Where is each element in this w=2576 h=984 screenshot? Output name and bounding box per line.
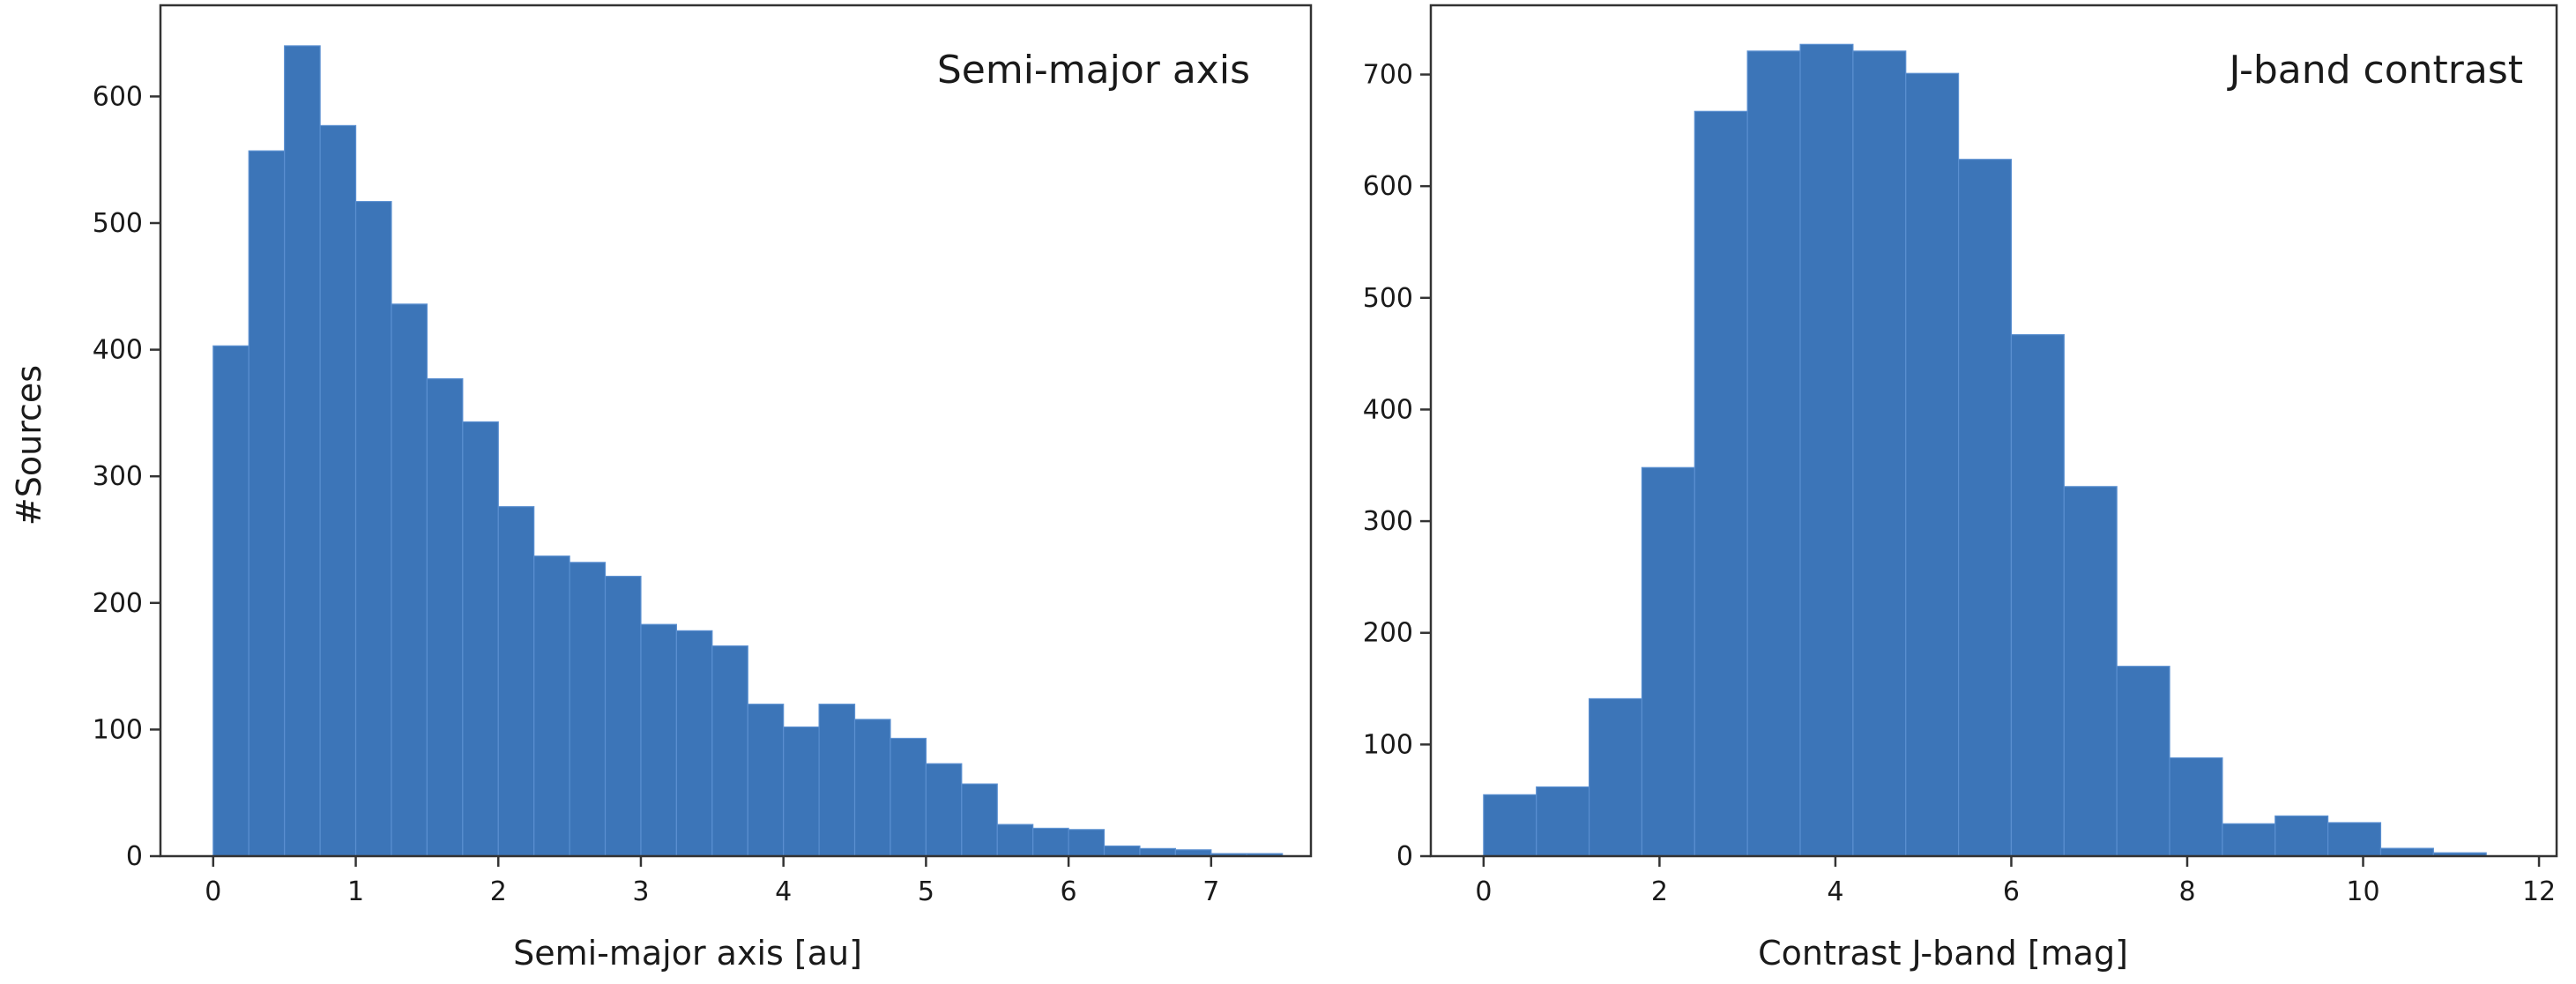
j-band-contrast-panel: J-band contrast Contrast J-band [mag] 0 2… (1363, 4, 2558, 973)
semi-major-axis-plot-frame (159, 4, 1313, 858)
semi-major-axis-y-tick-label: 300 (93, 461, 143, 492)
j-band-contrast-bar (2327, 822, 2382, 857)
semi-major-axis-bar (853, 719, 891, 857)
semi-major-axis-bar (212, 345, 249, 857)
j-band-contrast-bar (1799, 43, 1854, 857)
semi-major-axis-bar (1068, 829, 1106, 857)
j-band-contrast-bar (2116, 666, 2170, 857)
j-band-contrast-bar (1641, 466, 1695, 857)
semi-major-axis-bar (818, 704, 856, 857)
semi-major-axis-bar (1103, 845, 1141, 857)
semi-major-axis-x-tick-label: 3 (632, 876, 649, 907)
j-band-contrast-bar (2274, 815, 2329, 857)
semi-major-axis-bar (354, 200, 392, 857)
semi-major-axis-bar (426, 378, 464, 857)
semi-major-axis-bar (497, 506, 535, 857)
semi-major-axis-bar (319, 124, 357, 857)
semi-major-axis-bar (890, 737, 927, 857)
j-band-contrast-y-tick-label: 100 (1363, 729, 1413, 760)
j-band-contrast-bar (1852, 50, 1907, 857)
semi-major-axis-bar (1032, 827, 1069, 857)
j-band-contrast-bar (1957, 159, 2013, 857)
semi-major-axis-x-tick-label: 0 (205, 876, 221, 907)
semi-major-axis-bar (747, 704, 785, 857)
j-band-contrast-bar (1905, 72, 1960, 857)
j-band-contrast-bar (1588, 697, 1643, 857)
j-band-contrast-bar (1746, 50, 1801, 857)
semi-major-axis-bar (711, 645, 748, 857)
j-band-contrast-x-tick-label: 12 (2522, 876, 2556, 907)
semi-major-axis-bar (996, 824, 1034, 857)
j-band-contrast-y-tick-label: 0 (1396, 841, 1413, 872)
semi-major-axis-bar (391, 303, 428, 857)
semi-major-axis-y-tick-label: 100 (93, 714, 143, 745)
j-band-contrast-x-label: Contrast J-band [mag] (1758, 934, 2128, 973)
semi-major-axis-bar (284, 45, 321, 857)
semi-major-axis-y-tick-label: 600 (93, 81, 143, 112)
j-band-contrast-y-tick-label: 400 (1363, 394, 1413, 425)
j-band-contrast-y-tick-label: 300 (1363, 506, 1413, 537)
j-band-contrast-x-tick-label: 0 (1475, 876, 1492, 907)
semi-major-axis-bar (961, 783, 998, 857)
j-band-contrast-y-tick-label: 200 (1363, 618, 1413, 649)
semi-major-axis-y-tick-label: 500 (93, 208, 143, 239)
j-band-contrast-title: J-band contrast (2227, 48, 2523, 93)
j-band-contrast-x-tick-label: 4 (1827, 876, 1843, 907)
semi-major-axis-bar (1139, 847, 1176, 857)
semi-major-axis-x-tick-label: 7 (1202, 876, 1219, 907)
j-band-contrast-bar (2222, 823, 2276, 857)
semi-major-axis-title: Semi-major axis (937, 48, 1250, 93)
semi-major-axis-x-tick-label: 1 (347, 876, 364, 907)
j-band-contrast-bar (1483, 794, 1537, 857)
j-band-contrast-x-tick-label: 2 (1651, 876, 1668, 907)
j-band-contrast-y-tick-label: 600 (1363, 171, 1413, 202)
j-band-contrast-bar (2379, 847, 2434, 857)
semi-major-axis-bar (783, 726, 820, 857)
semi-major-axis-bar (640, 623, 677, 857)
semi-major-axis-bar (604, 576, 642, 857)
j-band-contrast-x-tick-label: 6 (2003, 876, 2020, 907)
semi-major-axis-x-tick-label: 5 (918, 876, 934, 907)
semi-major-axis-bar (569, 562, 607, 857)
semi-major-axis-bars (212, 45, 1284, 857)
semi-major-axis-x-tick-label: 2 (490, 876, 507, 907)
semi-major-axis-bar (248, 150, 286, 857)
semi-major-axis-bar (462, 421, 499, 857)
j-band-contrast-bar (2010, 333, 2065, 857)
j-band-contrast-x-tick-label: 10 (2346, 876, 2379, 907)
semi-major-axis-x-label: Semi-major axis [au] (513, 934, 862, 973)
semi-major-axis-y-tick-label: 200 (93, 588, 143, 619)
semi-major-axis-x-tick-label: 4 (775, 876, 792, 907)
j-band-contrast-y-tick-label: 500 (1363, 283, 1413, 314)
semi-major-axis-x-tick-label: 6 (1061, 876, 1077, 907)
j-band-contrast-y-tick-label: 700 (1363, 60, 1413, 91)
j-band-contrast-bar (1536, 786, 1590, 857)
semi-major-axis-y-tick-label: 0 (126, 841, 143, 872)
j-band-contrast-x-tick-label: 8 (2178, 876, 2195, 907)
j-band-contrast-bar (1694, 110, 1748, 857)
semi-major-axis-bar (533, 555, 570, 857)
shared-y-axis-label: #Sources (10, 365, 48, 526)
semi-major-axis-y-tick-label: 400 (93, 335, 143, 366)
j-band-contrast-bar (2169, 757, 2223, 857)
semi-major-axis-bar (925, 763, 963, 857)
semi-major-axis-bar (675, 630, 713, 857)
semi-major-axis-panel: Semi-major axis Semi-major axis [au] 0 1 2… (93, 4, 1313, 973)
j-band-contrast-bars (1483, 43, 2487, 857)
j-band-contrast-bar (2063, 486, 2118, 857)
j-band-contrast-plot-frame (1429, 4, 2558, 858)
